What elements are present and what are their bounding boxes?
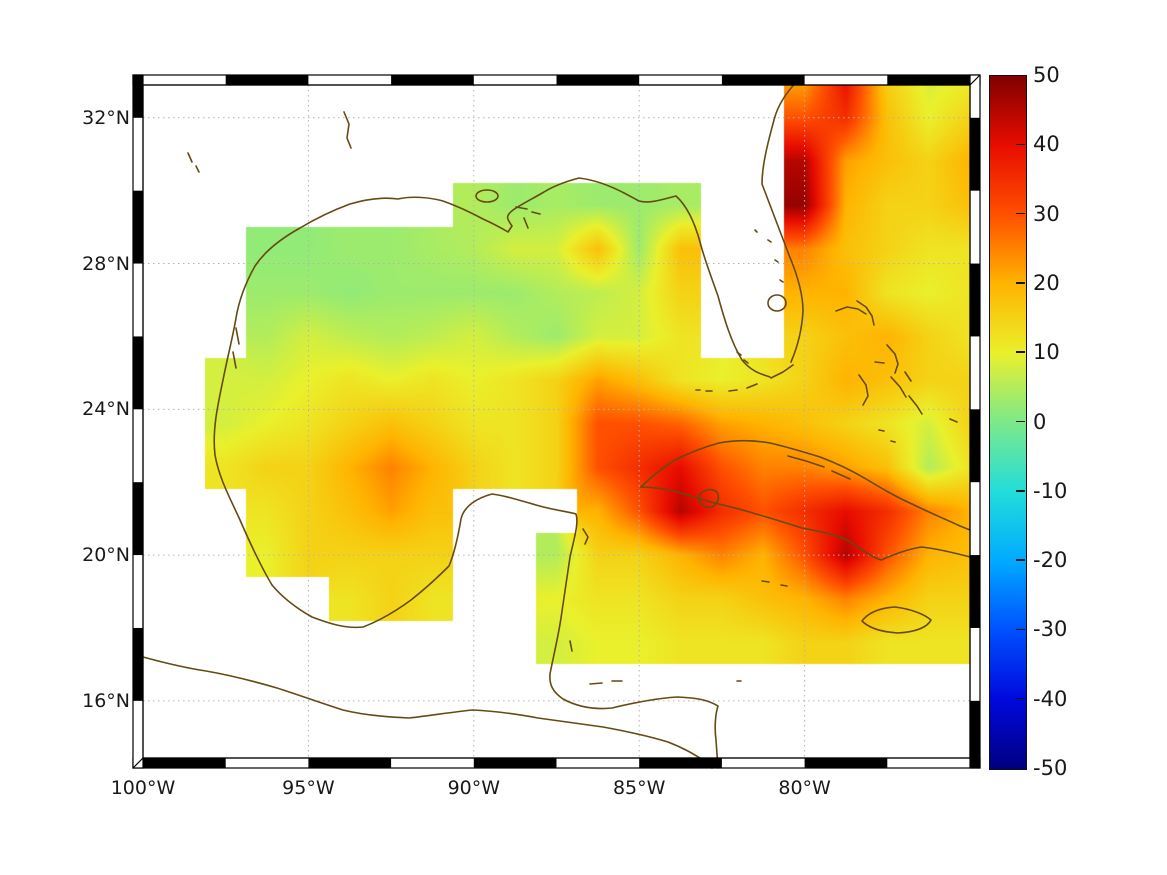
- x-tick-label: 100°W: [110, 777, 176, 799]
- x-tick-label: 80°W: [778, 777, 831, 799]
- colorbar-tick-label: -40: [1033, 686, 1068, 711]
- colorbar-tick-mark: [1016, 420, 1025, 423]
- frame-segment: [639, 758, 722, 768]
- colorbar-tick-label: 20: [1033, 270, 1060, 295]
- colorbar: [989, 75, 1027, 770]
- frame-bevel: [132, 757, 144, 769]
- heatmap-canvas: [143, 85, 970, 758]
- colorbar-tick-mark: [1016, 143, 1025, 146]
- colorbar-tick-mark: [1016, 212, 1025, 215]
- frame-segment: [391, 75, 474, 85]
- frame-segment: [133, 75, 143, 118]
- colorbar-tick-label: -20: [1033, 548, 1068, 573]
- colorbar-tick-label: 30: [1033, 201, 1060, 226]
- frame-segment: [133, 627, 143, 701]
- y-tick-label: 16°N: [82, 689, 130, 712]
- frame-segment: [133, 190, 143, 264]
- colorbar-tick-mark: [1016, 490, 1025, 492]
- frame-segment: [721, 75, 805, 85]
- frame-bevel: [132, 74, 144, 86]
- colorbar-tick-label: 0: [1033, 409, 1047, 434]
- y-tick-label: 28°N: [82, 252, 130, 275]
- frame-segment: [970, 409, 980, 483]
- colorbar-tick-mark: [1016, 282, 1025, 284]
- colorbar-tick-label: -10: [1033, 478, 1068, 503]
- frame-segment: [308, 758, 392, 768]
- colorbar-tick-mark: [1016, 559, 1025, 561]
- x-tick-label: 90°W: [447, 777, 501, 799]
- y-tick-label: 20°N: [82, 544, 130, 567]
- frame-segment: [132, 757, 981, 769]
- frame-segment: [473, 758, 557, 768]
- frame-bevel: [969, 74, 981, 86]
- frame-segment: [969, 74, 981, 769]
- frame-segment: [225, 75, 309, 85]
- frame-segment: [970, 758, 980, 768]
- colorbar-tick-label: 10: [1033, 340, 1060, 365]
- frame-segment: [143, 758, 226, 768]
- y-tick-label: 32°N: [82, 106, 130, 129]
- colorbar-tick-mark: [1016, 628, 1025, 631]
- frame-segment: [970, 555, 980, 628]
- frame-bevel: [969, 757, 981, 769]
- frame-segment: [133, 482, 143, 556]
- x-tick-label: 85°W: [612, 777, 666, 799]
- x-tick-label: 95°W: [282, 777, 335, 799]
- colorbar-tick-mark: [1016, 351, 1025, 353]
- frame-segment: [887, 75, 970, 85]
- frame-segment: [804, 758, 888, 768]
- frame-segment: [133, 336, 143, 410]
- frame-segment: [556, 75, 640, 85]
- frame-segment: [970, 263, 980, 337]
- frame-segment: [132, 74, 144, 769]
- colorbar-tick-label: -50: [1033, 756, 1068, 780]
- frame-segment: [970, 700, 980, 768]
- colorbar-tick-label: 50: [1033, 63, 1060, 87]
- colorbar-tick-mark: [1016, 697, 1025, 700]
- colorbar-tick-label: -30: [1033, 617, 1068, 642]
- y-tick-label: 24°N: [82, 398, 130, 421]
- frame-segment: [970, 117, 980, 191]
- colorbar-tick-label: 40: [1033, 132, 1060, 157]
- frame-segment: [132, 74, 981, 86]
